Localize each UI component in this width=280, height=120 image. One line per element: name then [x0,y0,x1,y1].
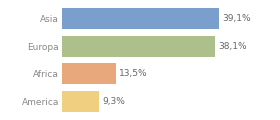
Bar [62,63,116,84]
Text: 13,5%: 13,5% [119,69,148,78]
Bar [62,90,99,112]
Bar [62,8,219,30]
Text: 39,1%: 39,1% [222,14,251,23]
Text: 38,1%: 38,1% [218,42,246,51]
Text: 9,3%: 9,3% [102,97,125,106]
Bar [62,36,215,57]
